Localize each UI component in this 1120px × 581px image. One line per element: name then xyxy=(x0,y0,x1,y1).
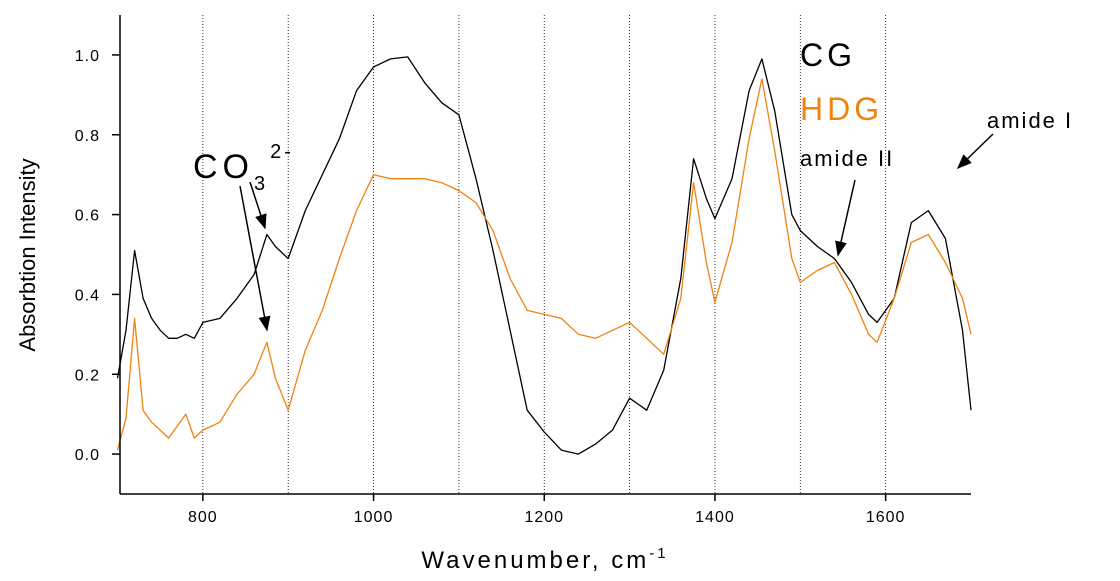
arrow xyxy=(835,179,856,257)
line-series xyxy=(116,78,972,451)
x-tick-label: 1000 xyxy=(354,509,394,526)
legend-label: HDG xyxy=(800,91,883,127)
y-tick-label: 0.6 xyxy=(75,208,100,225)
x-axis-label: Wavenumber, cm-1 xyxy=(421,545,668,574)
y-tick-label: 0.4 xyxy=(75,287,100,304)
x-label-sup: -1 xyxy=(649,545,668,562)
arrow xyxy=(956,133,994,170)
x-tick-label: 1600 xyxy=(866,509,906,526)
x-label-text: Wavenumber, cm xyxy=(421,547,649,574)
y-tick-label: 0.2 xyxy=(75,367,100,384)
annotation: amide II xyxy=(800,146,894,171)
annotation-sup: 2- xyxy=(270,141,294,163)
legend-label: CG xyxy=(800,37,856,73)
y-axis-label: Absorbtion Intensity xyxy=(15,158,40,351)
y-tick-label: 0.0 xyxy=(75,447,100,464)
x-tick-label: 800 xyxy=(188,509,218,526)
x-tick-label: 1200 xyxy=(524,509,564,526)
annotation: CO32- xyxy=(193,141,294,195)
y-tick-label: 1.0 xyxy=(75,48,100,65)
arrow xyxy=(249,181,267,230)
annotation: amide I xyxy=(987,108,1073,133)
line-series xyxy=(116,56,972,455)
x-tick-label: 1400 xyxy=(695,509,735,526)
y-tick-label: 0.8 xyxy=(75,128,100,145)
annotation-sub: 3 xyxy=(254,173,270,195)
arrow xyxy=(239,185,271,332)
annotation-text: CO xyxy=(193,148,254,186)
